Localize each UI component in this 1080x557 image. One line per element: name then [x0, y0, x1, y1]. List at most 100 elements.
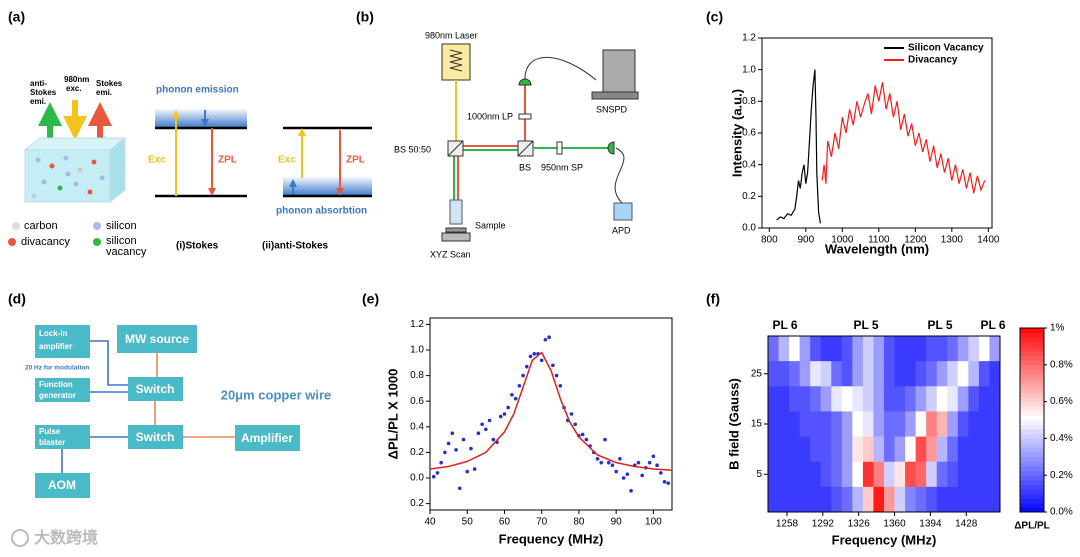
- heat-cell: [936, 336, 948, 362]
- panel-label: (e): [362, 291, 379, 307]
- heat-cell: [873, 411, 885, 438]
- heat-cell: [884, 361, 896, 387]
- colorbar-step: [1020, 507, 1044, 513]
- peak-label: PL 6: [772, 318, 797, 332]
- heat-cell: [873, 486, 885, 513]
- phonon-band: [283, 176, 372, 196]
- heat-cell: [873, 436, 885, 463]
- data-point: [446, 441, 451, 446]
- data-point: [443, 450, 447, 455]
- heat-cell: [978, 361, 990, 387]
- block: [117, 325, 197, 353]
- heat-cell: [905, 411, 917, 438]
- legend-label: Divacancy: [908, 55, 958, 66]
- heat-cell: [873, 386, 885, 412]
- colorbar-step: [1020, 360, 1044, 366]
- heat-cell: [852, 386, 864, 412]
- heat-cell: [841, 386, 853, 412]
- y-tick-label: 25: [751, 368, 763, 379]
- heat-cell: [789, 361, 801, 387]
- heat-cell: [810, 386, 822, 412]
- heat-cell: [957, 486, 969, 513]
- data-point: [599, 460, 604, 465]
- block: [235, 425, 300, 451]
- peak-label: PL 5: [927, 318, 952, 332]
- heat-cell: [926, 336, 938, 362]
- legend-text: silicon: [106, 235, 137, 247]
- legend-dot: [93, 238, 101, 246]
- data-point: [491, 437, 496, 442]
- heat-cell: [852, 486, 864, 513]
- heat-cell: [831, 411, 843, 438]
- exc-label: Exc: [148, 155, 166, 166]
- heat-cell: [957, 361, 969, 387]
- data-point: [606, 460, 611, 465]
- heat-cell: [936, 486, 948, 513]
- colorbar-label: ΔPL/PL: [1014, 521, 1050, 532]
- heat-cell: [947, 386, 959, 412]
- heat-cell: [989, 411, 1001, 438]
- heat-cell: [936, 386, 948, 412]
- heat-cell: [978, 486, 990, 513]
- heat-cell: [915, 386, 927, 412]
- crystal-side: [109, 136, 126, 204]
- block-label: amplifier: [39, 342, 72, 351]
- data-point: [580, 432, 585, 437]
- heat-cell: [894, 386, 906, 412]
- block: [35, 473, 90, 498]
- data-point: [636, 460, 641, 465]
- data-point: [465, 469, 470, 474]
- heat-cell: [957, 411, 969, 438]
- heat-cell: [831, 386, 843, 412]
- heat-cell: [968, 486, 980, 513]
- panel-b: (b) 980nm Laser BS 50:50 BS 1000nm LP SN…: [356, 9, 639, 259]
- y-axis-label: Intensity (a.u.): [729, 89, 744, 177]
- heat-cell: [768, 336, 780, 362]
- data-point: [502, 412, 507, 416]
- colorbar-step: [1020, 383, 1044, 389]
- colorbar-step: [1020, 438, 1044, 444]
- heat-cell: [989, 486, 1001, 513]
- note: 20 Hz for modulation: [25, 365, 89, 372]
- data-point: [521, 373, 525, 378]
- legend-text: carbon: [24, 220, 58, 232]
- heat-cell: [820, 461, 832, 488]
- heat-cell: [884, 386, 896, 412]
- heat-cell: [915, 486, 927, 513]
- y-tick-label: 1.2: [410, 319, 424, 330]
- x-tick-label: 80: [573, 517, 585, 528]
- block: [35, 325, 90, 358]
- y-tick-label: 5: [756, 469, 762, 480]
- panel-label: (d): [8, 291, 26, 307]
- y-tick-label: 0.4: [742, 159, 756, 170]
- y-tick-label: 0.4: [410, 421, 424, 432]
- block: [128, 377, 183, 401]
- colorbar-step: [1020, 502, 1044, 508]
- stage: [445, 227, 467, 233]
- fiber-coupler: [607, 141, 615, 155]
- data-point: [461, 437, 466, 442]
- colorbar-step: [1020, 420, 1044, 426]
- heat-cell: [915, 336, 927, 362]
- heat-cell: [852, 461, 864, 488]
- colorbar-step: [1020, 401, 1044, 407]
- x-tick-label: 800: [761, 235, 778, 246]
- colorbar-step: [1020, 332, 1044, 338]
- data-point: [618, 457, 622, 461]
- legend-dot: [8, 238, 16, 246]
- x-tick-label: 70: [536, 517, 548, 528]
- heat-cell: [820, 486, 832, 513]
- data-line: [429, 351, 673, 472]
- y-tick-label: 1.0: [742, 64, 756, 75]
- y-tick-label: 0.6: [742, 128, 756, 139]
- data-point: [532, 352, 537, 356]
- heat-cell: [947, 486, 959, 513]
- heat-cell: [957, 386, 969, 412]
- heat-cell: [778, 411, 790, 438]
- part-label: XYZ Scan: [430, 249, 471, 259]
- heat-cell: [799, 361, 811, 387]
- heat-cell: [884, 461, 896, 488]
- heat-cell: [852, 361, 864, 387]
- atoms: [31, 155, 105, 199]
